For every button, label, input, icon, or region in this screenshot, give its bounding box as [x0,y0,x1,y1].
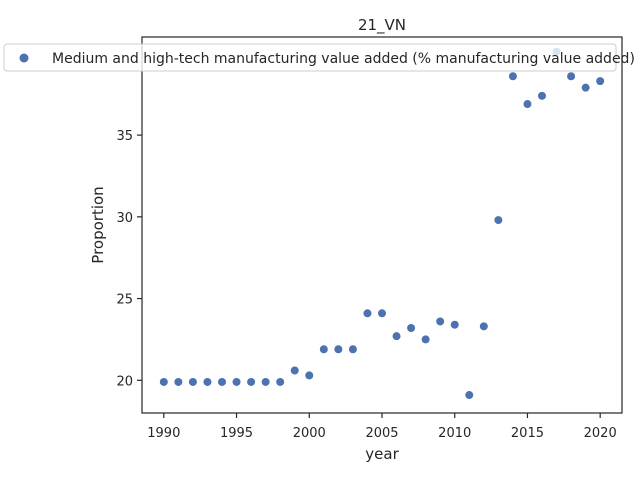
data-point [581,83,590,92]
plot-frame [141,36,623,414]
data-point [334,345,343,354]
y-axis-label: Proportion [89,186,107,263]
x-tick-label: 2015 [511,426,544,441]
data-point [407,323,416,332]
data-points [159,47,605,400]
y-tick-label: 25 [116,293,133,308]
data-point [290,366,299,375]
data-point [378,309,386,318]
data-point [174,377,183,386]
data-point [596,77,605,86]
data-point [508,72,517,81]
x-tick-label: 2010 [438,426,471,441]
data-point [494,216,503,225]
data-point [567,72,576,81]
data-point [232,377,241,386]
x-tick-label: 2005 [365,426,398,441]
data-point [203,377,212,386]
data-point [538,91,546,100]
data-point [392,332,401,341]
y-tick-label: 30 [116,211,133,226]
data-point [247,377,256,386]
x-tick-label: 1990 [147,426,180,441]
data-point [188,377,197,386]
data-point [218,377,226,386]
data-point [421,335,430,344]
legend-label: Medium and high-tech manufacturing value… [52,51,635,67]
data-point [159,377,168,386]
data-point [305,371,314,380]
data-point [436,317,445,326]
data-point [276,377,285,386]
data-point [261,377,270,386]
legend: Medium and high-tech manufacturing value… [3,43,635,72]
legend-marker [19,53,29,63]
chart-title: 21_VN [358,16,406,35]
data-point [348,345,357,354]
y-tick-label: 20 [116,374,133,389]
legend-box [3,43,617,72]
x-axis-label: year [365,445,399,463]
x-tick-label: 2000 [293,426,326,441]
data-point [523,100,532,109]
data-point [479,322,488,331]
x-tick-label: 2020 [584,426,617,441]
data-point [465,391,474,400]
data-point [363,309,372,318]
y-tick-label: 35 [116,129,133,144]
x-tick-label: 1995 [220,426,253,441]
data-point [450,320,459,329]
data-point [319,345,328,354]
